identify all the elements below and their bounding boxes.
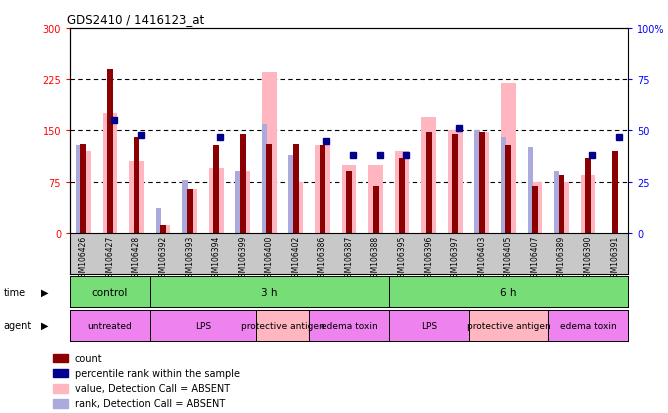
Bar <box>448 131 462 233</box>
Bar <box>532 187 538 233</box>
Text: GSM106395: GSM106395 <box>397 235 407 282</box>
Text: ▶: ▶ <box>41 320 48 330</box>
Bar <box>53 399 68 408</box>
Bar <box>289 182 303 233</box>
Text: LPS: LPS <box>195 321 211 330</box>
Bar <box>319 146 325 233</box>
Text: value, Detection Call = ABSENT: value, Detection Call = ABSENT <box>75 384 230 394</box>
Text: GSM106403: GSM106403 <box>478 235 486 282</box>
Text: GSM106400: GSM106400 <box>265 235 274 282</box>
Bar <box>160 225 166 233</box>
Bar <box>528 147 533 233</box>
Bar <box>501 83 516 233</box>
Bar <box>293 145 299 233</box>
Text: edema toxin: edema toxin <box>560 321 617 330</box>
Bar <box>474 131 480 233</box>
Bar <box>187 189 192 233</box>
Bar <box>395 152 409 233</box>
Bar <box>289 156 294 233</box>
Text: GSM106394: GSM106394 <box>212 235 220 282</box>
Text: untreated: untreated <box>88 321 132 330</box>
Bar <box>501 137 506 233</box>
Bar <box>262 73 277 233</box>
Text: GSM106407: GSM106407 <box>530 235 540 282</box>
Bar <box>528 182 542 233</box>
Text: edema toxin: edema toxin <box>321 321 377 330</box>
Text: GSM106396: GSM106396 <box>424 235 434 282</box>
Text: GSM106428: GSM106428 <box>132 235 141 281</box>
Text: control: control <box>92 287 128 297</box>
Bar <box>81 145 86 233</box>
Bar <box>422 117 436 233</box>
Bar <box>129 162 144 233</box>
Bar <box>554 182 569 233</box>
Bar <box>426 133 432 233</box>
Bar <box>236 172 250 233</box>
Text: GSM106390: GSM106390 <box>584 235 593 282</box>
Bar <box>267 145 273 233</box>
Bar <box>585 158 591 233</box>
Bar <box>76 152 91 233</box>
Bar <box>53 369 68 377</box>
Text: rank, Detection Call = ABSENT: rank, Detection Call = ABSENT <box>75 399 225 408</box>
Text: GSM106389: GSM106389 <box>557 235 566 282</box>
Bar <box>182 189 197 233</box>
Text: LPS: LPS <box>421 321 437 330</box>
Bar <box>103 114 118 233</box>
Text: GSM106427: GSM106427 <box>106 235 114 282</box>
Text: GSM106426: GSM106426 <box>79 235 88 282</box>
Bar <box>156 209 161 233</box>
Text: count: count <box>75 354 102 363</box>
Text: GSM106405: GSM106405 <box>504 235 513 282</box>
Bar <box>53 385 68 392</box>
Text: GSM106399: GSM106399 <box>238 235 247 282</box>
Text: GSM106402: GSM106402 <box>291 235 301 282</box>
Bar <box>53 354 68 363</box>
Bar <box>134 138 140 233</box>
Text: GSM106387: GSM106387 <box>345 235 353 282</box>
Bar <box>235 172 240 233</box>
Text: GSM106388: GSM106388 <box>371 235 380 281</box>
Text: percentile rank within the sample: percentile rank within the sample <box>75 368 240 378</box>
Bar <box>156 225 170 233</box>
Bar <box>399 158 405 233</box>
Bar <box>107 70 113 233</box>
Bar <box>262 125 267 233</box>
Bar <box>479 133 485 233</box>
Bar <box>368 165 383 233</box>
Text: GSM106391: GSM106391 <box>610 235 619 282</box>
Bar <box>342 165 356 233</box>
Bar <box>558 176 564 233</box>
Bar <box>474 133 489 233</box>
Text: protective antigen: protective antigen <box>240 321 325 330</box>
Bar <box>506 146 511 233</box>
Bar <box>452 135 458 233</box>
Bar <box>182 180 188 233</box>
Bar <box>554 172 559 233</box>
Text: GDS2410 / 1416123_at: GDS2410 / 1416123_at <box>67 13 204 26</box>
Bar <box>213 146 219 233</box>
Bar <box>346 172 352 233</box>
Text: GSM106393: GSM106393 <box>185 235 194 282</box>
Bar <box>612 152 617 233</box>
Text: GSM106386: GSM106386 <box>318 235 327 282</box>
Text: GSM106392: GSM106392 <box>158 235 168 282</box>
Text: GSM106397: GSM106397 <box>451 235 460 282</box>
Text: 6 h: 6 h <box>500 287 516 297</box>
Bar <box>580 176 595 233</box>
Text: agent: agent <box>3 320 31 330</box>
Text: 3 h: 3 h <box>261 287 278 297</box>
Text: time: time <box>3 287 25 297</box>
Text: protective antigen: protective antigen <box>466 321 550 330</box>
Bar <box>240 135 246 233</box>
Bar <box>315 146 330 233</box>
Bar <box>76 145 81 233</box>
Bar <box>373 187 379 233</box>
Bar <box>209 169 224 233</box>
Text: ▶: ▶ <box>41 287 48 297</box>
